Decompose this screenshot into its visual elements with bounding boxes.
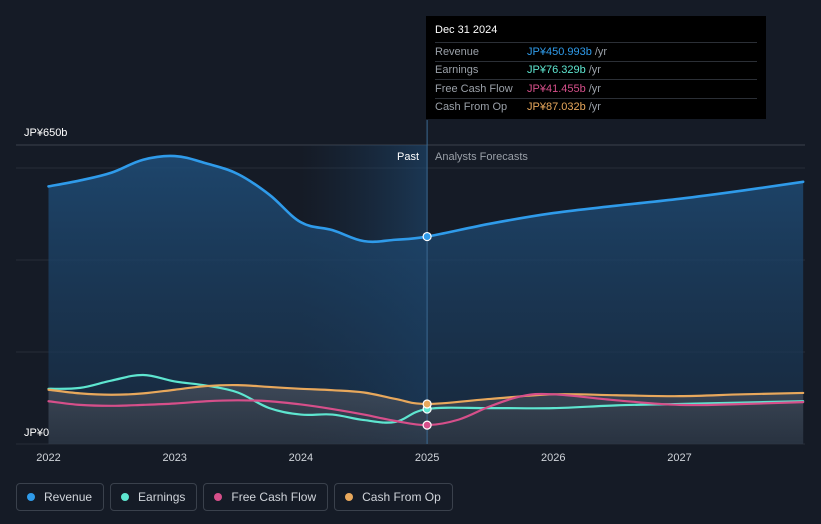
highlight-markers xyxy=(422,231,432,430)
free-cash-flow-marker xyxy=(422,420,432,430)
tooltip-label: Cash From Op xyxy=(435,101,508,114)
tooltip-date: Dec 31 2024 xyxy=(435,24,498,36)
tooltip-unit: /yr xyxy=(588,101,601,114)
legend-dot-icon xyxy=(121,493,130,501)
x-tick-label: 2026 xyxy=(541,452,565,464)
revenue-marker xyxy=(422,231,432,242)
revenue-area xyxy=(48,155,804,444)
x-axis-ticks: 2022 2023 2024 2025 2026 2027 xyxy=(36,452,691,464)
y-axis-bottom-label: JP¥0 xyxy=(24,427,49,439)
tooltip-row-free-cash-flow: Free Cash Flow JP¥41.455b /yr xyxy=(435,79,757,98)
tooltip: Dec 31 2024 Revenue JP¥450.993b /yr Earn… xyxy=(426,16,766,119)
tooltip-value: JP¥41.455b xyxy=(527,82,586,95)
tooltip-row-revenue: Revenue JP¥450.993b /yr xyxy=(435,42,757,61)
free-cash-flow-line xyxy=(47,392,805,427)
x-tick-label: 2022 xyxy=(36,452,60,464)
cash-from-op-line xyxy=(47,383,805,406)
tooltip-row-earnings: Earnings JP¥76.329b /yr xyxy=(435,60,757,80)
past-label: Past xyxy=(397,151,419,163)
x-tick-label: 2025 xyxy=(415,452,439,464)
x-tick-label: 2024 xyxy=(289,452,313,464)
tooltip-row-cash-from-op: Cash From Op JP¥87.032b /yr xyxy=(435,97,757,117)
earnings-line xyxy=(47,373,805,424)
legend-label: Cash From Op xyxy=(362,490,441,504)
tooltip-value: JP¥87.032b xyxy=(527,101,586,114)
legend-item-revenue[interactable]: Revenue xyxy=(16,483,105,511)
legend-label: Revenue xyxy=(44,490,93,504)
y-axis-top-label: JP¥650b xyxy=(24,127,67,139)
legend-item-free-cash-flow[interactable]: Free Cash Flow xyxy=(203,483,329,511)
cash-from-op-marker xyxy=(422,399,432,409)
financial-chart: JP¥650b JP¥0 Past Analysts Forecasts 202… xyxy=(16,120,805,464)
tooltip-unit: /yr xyxy=(594,45,608,58)
legend-item-cash-from-op[interactable]: Cash From Op xyxy=(334,483,453,511)
tooltip-unit: /yr xyxy=(588,64,601,77)
tooltip-label: Earnings xyxy=(435,64,479,77)
legend: Revenue Earnings Free Cash Flow Cash Fro… xyxy=(16,483,453,511)
tooltip-label: Free Cash Flow xyxy=(435,82,513,95)
legend-dot-icon xyxy=(214,493,223,501)
legend-label: Earnings xyxy=(138,490,186,504)
legend-label: Free Cash Flow xyxy=(231,490,317,504)
legend-dot-icon xyxy=(27,493,35,501)
x-tick-label: 2027 xyxy=(667,452,691,464)
revenue-line xyxy=(47,154,805,244)
legend-item-earnings[interactable]: Earnings xyxy=(110,483,198,511)
x-tick-label: 2023 xyxy=(162,452,186,464)
tooltip-label: Revenue xyxy=(435,45,480,58)
legend-dot-icon xyxy=(345,493,354,501)
tooltip-value: JP¥76.329b xyxy=(527,64,586,77)
series-lines xyxy=(47,154,805,427)
tooltip-value: JP¥450.993b xyxy=(527,45,592,58)
tooltip-unit: /yr xyxy=(588,82,601,95)
forecast-label: Analysts Forecasts xyxy=(435,151,528,163)
